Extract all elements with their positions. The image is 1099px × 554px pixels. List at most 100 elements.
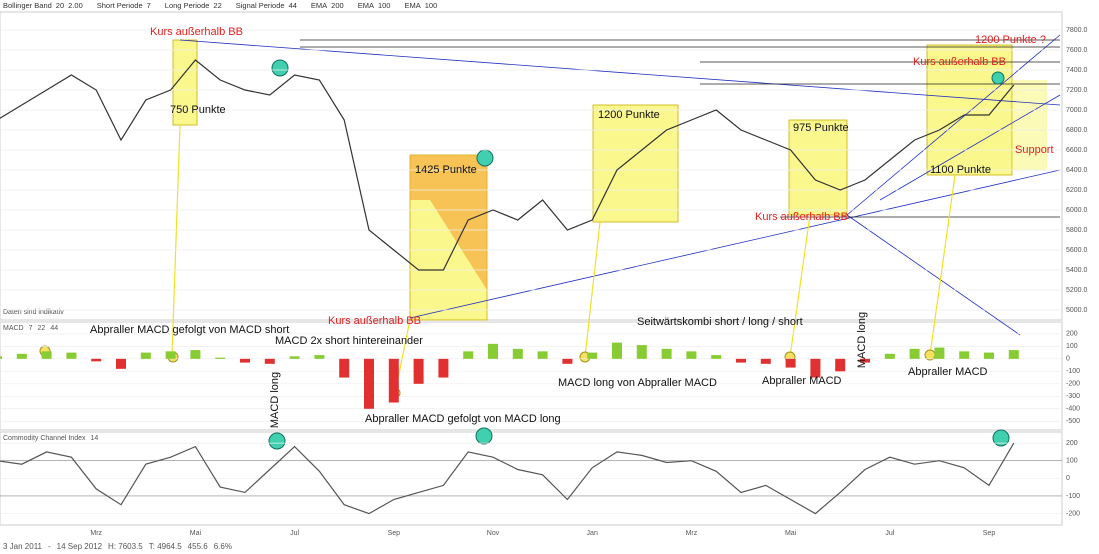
- y-tick-label: 5800.0: [1066, 227, 1088, 234]
- x-tick-label: Mrz: [90, 530, 102, 537]
- y-tick-label: -200: [1066, 510, 1080, 517]
- annotation: Abpraller MACD gefolgt von MACD long: [365, 413, 561, 425]
- macd-bar: [190, 350, 201, 359]
- macd-bar: [984, 352, 994, 359]
- y-tick-label: 0: [1066, 475, 1070, 482]
- macd-bar: [165, 351, 176, 359]
- y-tick-label: -100: [1066, 493, 1080, 500]
- macd-bar: [488, 343, 498, 359]
- macd-bar: [537, 351, 548, 359]
- y-tick-label: 7000.0: [1066, 107, 1088, 114]
- annotation: Abpraller MACD: [908, 366, 988, 378]
- header-label: EMA: [358, 1, 374, 10]
- annotation: 1100 Punkte: [930, 164, 991, 176]
- annotation: MACD long: [856, 312, 868, 368]
- y-tick-label: 5000.0: [1066, 307, 1088, 314]
- macd-bar: [264, 358, 275, 364]
- y-tick-label: 100: [1066, 458, 1078, 465]
- annotation: Kurs außerhalb BB: [755, 211, 848, 223]
- footer-change-pct: 6.6%: [214, 542, 232, 551]
- y-tick-label: -100: [1066, 368, 1080, 375]
- macd-bar: [0, 356, 2, 359]
- macd-bar: [909, 348, 920, 359]
- series-line: [0, 442, 1015, 515]
- y-tick-label: 6800.0: [1066, 127, 1088, 134]
- annotation: MACD long: [269, 372, 281, 428]
- panel-title: Commodity Channel Index: [3, 435, 86, 442]
- footer-start: 3 Jan 2011: [3, 542, 43, 551]
- macd-bar: [835, 358, 846, 372]
- header-label: EMA: [311, 1, 327, 10]
- y-tick-label: 7200.0: [1066, 87, 1088, 94]
- macd-bar: [860, 358, 870, 363]
- macd-bar: [463, 351, 474, 359]
- footer-change: 455.6: [188, 542, 209, 551]
- macd-bar: [289, 356, 300, 359]
- signal-circles: [268, 59, 1010, 450]
- annotation: 1200 Punkte: [598, 109, 660, 121]
- y-tick-label: 200: [1066, 331, 1078, 338]
- y-tick-label: 5600.0: [1066, 247, 1088, 254]
- header-param: 44: [289, 1, 297, 10]
- header-param: 20: [56, 1, 64, 10]
- y-tick-label: 100: [1066, 343, 1078, 350]
- macd-bar: [760, 358, 771, 364]
- header-label: Short Periode: [97, 1, 143, 10]
- annotation: MACD 2x short hintereinander: [275, 335, 423, 347]
- note: Daten sind indikativ: [3, 309, 64, 316]
- y-tick-label: 5200.0: [1066, 287, 1088, 294]
- macd-bar: [612, 342, 622, 359]
- y-tick-label: -400: [1066, 406, 1080, 413]
- macd-bar: [587, 352, 598, 359]
- y-tick-label: 0: [1066, 356, 1070, 363]
- series-line: [0, 59, 1015, 271]
- annotation: 975 Punkte: [793, 122, 849, 134]
- footer-end: 14 Sep 2012: [57, 542, 103, 551]
- macd-bar: [413, 358, 424, 384]
- macd-bar: [91, 358, 102, 362]
- annotation: Kurs außerhalb BB: [150, 26, 243, 38]
- y-tick-label: -500: [1066, 418, 1080, 425]
- panel-title: MACD: [3, 325, 24, 332]
- footer-sep: -: [48, 542, 51, 551]
- annotation: Abpraller MACD gefolgt von MACD short: [90, 324, 289, 336]
- y-tick-label: 200: [1066, 440, 1078, 447]
- macd-bar: [934, 347, 945, 359]
- y-tick-label: 6400.0: [1066, 167, 1088, 174]
- macd-bar: [339, 358, 350, 378]
- footer-low: T: 4964.5: [149, 542, 182, 551]
- macd-bar: [140, 352, 151, 359]
- y-tick-label: -300: [1066, 393, 1080, 400]
- macd-bar: [41, 351, 52, 359]
- macd-bar: [116, 358, 126, 369]
- x-tick-label: Nov: [487, 530, 500, 537]
- annotation: Kurs außerhalb BB: [328, 315, 421, 327]
- annotation: 1425 Punkte: [415, 164, 477, 176]
- y-tick-label: 6000.0: [1066, 207, 1088, 214]
- annotation: 1200 Punkte ?: [975, 34, 1046, 46]
- macd-bar: [512, 348, 523, 359]
- panel-param: 7: [29, 325, 33, 332]
- panel-param: 14: [91, 435, 99, 442]
- y-tick-label: 7400.0: [1066, 67, 1088, 74]
- header-label: Bollinger Band: [3, 1, 52, 10]
- connectors: [171, 124, 956, 394]
- annotation: Support: [1015, 144, 1054, 156]
- header-label: Long Periode: [165, 1, 210, 10]
- macd-bar: [785, 358, 796, 368]
- x-tick-label: Mai: [190, 530, 202, 537]
- panel-param: 22: [38, 325, 46, 332]
- macd-bar: [1008, 350, 1019, 359]
- macd-bar: [314, 355, 325, 359]
- x-tick-label: Jul: [290, 530, 299, 537]
- y-tick-label: -200: [1066, 381, 1080, 388]
- header-param: 200: [331, 1, 344, 10]
- macd-bar: [884, 353, 895, 359]
- header-param: 100: [378, 1, 391, 10]
- y-tick-label: 6600.0: [1066, 147, 1088, 154]
- highlight-boxes: [172, 39, 1047, 321]
- macd-bar: [364, 358, 374, 409]
- macd-bar: [388, 358, 399, 403]
- panel-param: 44: [50, 325, 58, 332]
